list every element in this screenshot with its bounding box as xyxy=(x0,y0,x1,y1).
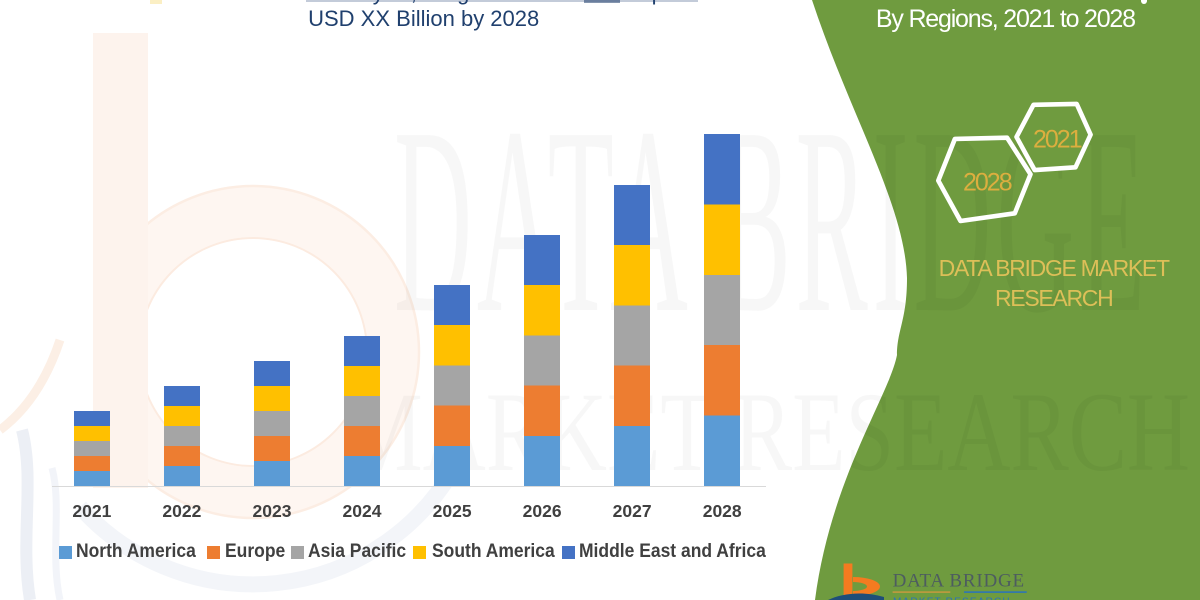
svg-text:DATA BRIDGE: DATA BRIDGE xyxy=(893,571,1025,592)
svg-text:2028: 2028 xyxy=(963,169,1012,197)
svg-text:DATA BRIDGE: DATA BRIDGE xyxy=(394,74,1150,369)
svg-text:MARKET RESEARCH: MARKET RESEARCH xyxy=(893,597,1011,600)
svg-text:2021: 2021 xyxy=(1033,125,1082,153)
